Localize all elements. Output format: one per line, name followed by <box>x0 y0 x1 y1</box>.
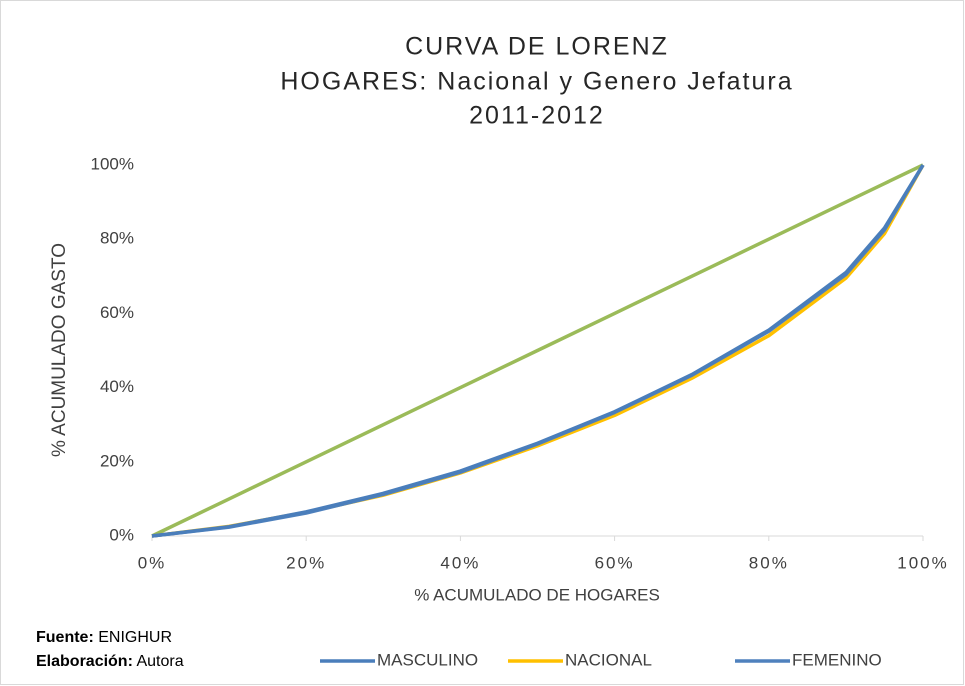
x-tick-label: 40% <box>440 553 480 572</box>
legend-label: NACIONAL <box>565 650 652 669</box>
x-tick-label: 100% <box>897 553 948 572</box>
source: Fuente: ENIGHUR <box>36 629 172 646</box>
chart-title: HOGARES: Nacional y Genero Jefatura <box>280 68 793 96</box>
credit-value: Autora <box>136 653 183 670</box>
y-axis-label: % ACUMULADO GASTO <box>49 243 70 457</box>
y-tick-label: 0% <box>109 525 134 544</box>
y-tick-label: 20% <box>100 451 134 470</box>
chart-title: 2011-2012 <box>469 102 605 130</box>
legend-label: MASCULINO <box>377 650 478 669</box>
y-tick-label: 40% <box>100 377 134 396</box>
x-tick-label: 0% <box>138 553 167 572</box>
source-label: Fuente: <box>36 629 94 646</box>
x-tick-label: 60% <box>595 553 635 572</box>
credit-label: Elaboración: <box>36 653 133 670</box>
x-tick-label: 80% <box>749 553 789 572</box>
chart-title: CURVA DE LORENZ <box>405 33 669 61</box>
x-tick-label: 20% <box>286 553 326 572</box>
legend-label: FEMENINO <box>792 650 882 669</box>
credit: Elaboración: Autora <box>36 653 184 670</box>
source-value: ENIGHUR <box>98 629 172 646</box>
series-line <box>151 163 924 538</box>
y-tick-label: 100% <box>91 154 134 173</box>
y-tick-label: 80% <box>100 229 134 248</box>
x-axis-label: % ACUMULADO DE HOGARES <box>414 585 660 604</box>
y-tick-label: 60% <box>100 303 134 322</box>
series-line <box>151 164 925 538</box>
